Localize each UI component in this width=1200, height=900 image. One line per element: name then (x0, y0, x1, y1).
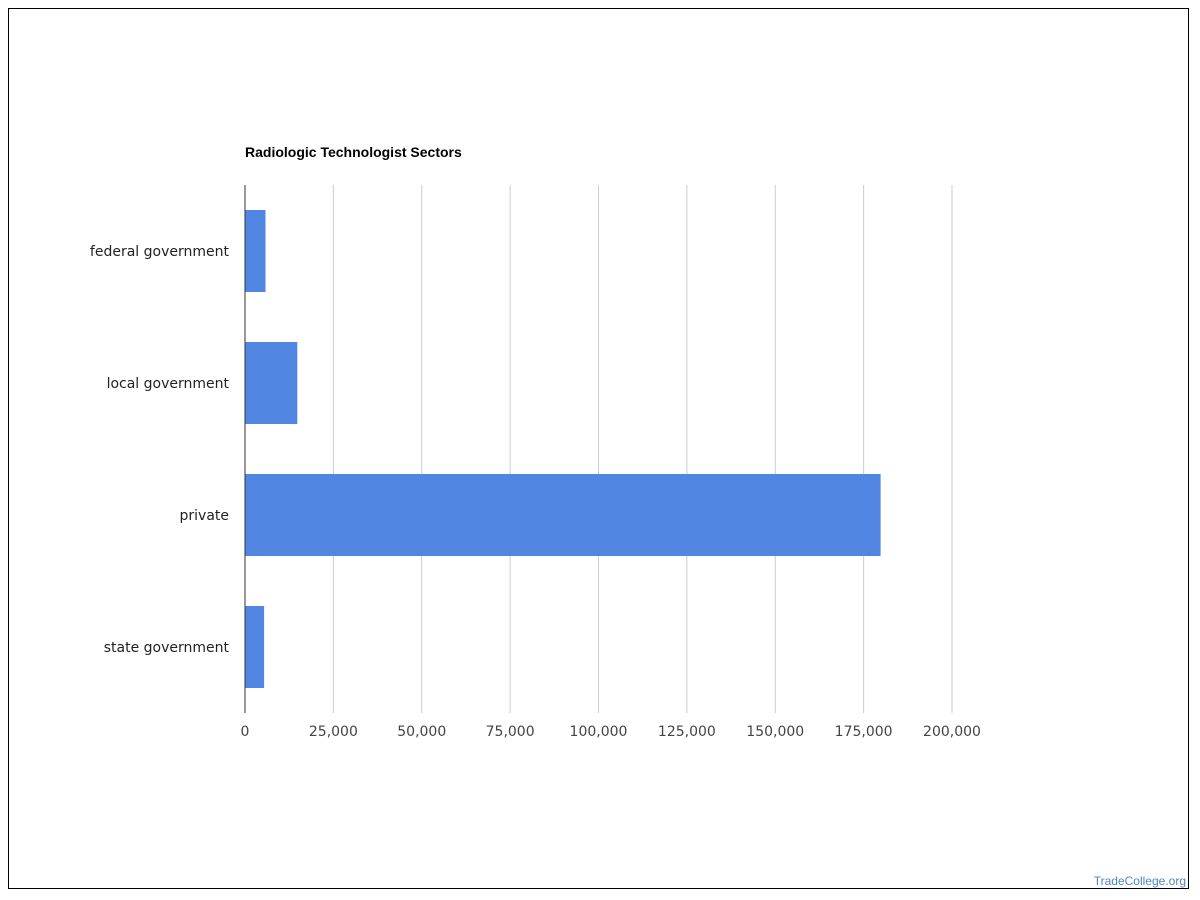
category-label: federal government (90, 244, 230, 260)
x-tick-label: 75,000 (486, 724, 535, 740)
category-label: state government (104, 640, 230, 656)
x-tick-label: 100,000 (570, 724, 628, 740)
watermark-link[interactable]: TradeCollege.org (1093, 874, 1186, 888)
x-tick-label: 175,000 (835, 724, 893, 740)
x-tick-label: 125,000 (658, 724, 716, 740)
bar[interactable] (245, 474, 881, 556)
category-label: local government (107, 376, 230, 392)
x-tick-label: 0 (241, 724, 250, 740)
x-tick-label: 25,000 (309, 724, 358, 740)
bar[interactable] (245, 342, 298, 424)
x-tick-labels: 0 25,000 50,000 75,000 100,000 125,000 150,000… (241, 724, 981, 740)
gridlines (332, 185, 953, 713)
x-tick-label: 150,000 (746, 724, 804, 740)
bars (245, 210, 881, 688)
x-tick-label: 200,000 (923, 724, 981, 740)
category-label: private (180, 508, 230, 524)
chart-title: Radiologic Technologist Sectors (245, 144, 462, 160)
x-tick-label: 50,000 (397, 724, 446, 740)
bar[interactable] (245, 606, 265, 688)
bar[interactable] (245, 210, 266, 292)
category-labels: federal government local government privat… (90, 244, 230, 656)
